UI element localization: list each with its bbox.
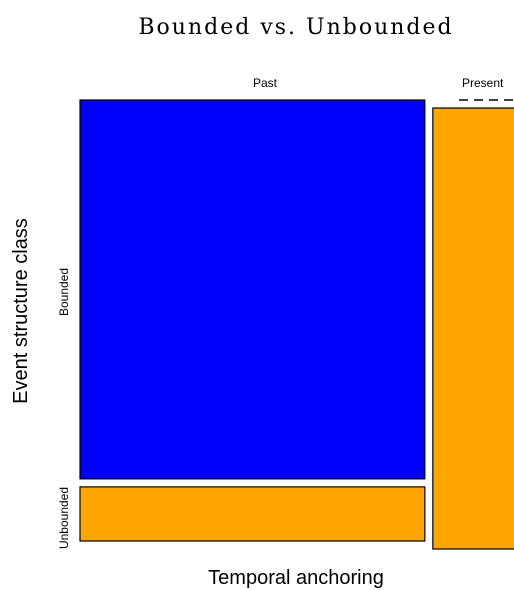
tile-past-bounded bbox=[79, 99, 426, 480]
x-axis-title: Temporal anchoring bbox=[208, 567, 384, 589]
chart-title: Bounded vs. Unbounded bbox=[138, 15, 453, 40]
x-tick-label-past: Past bbox=[253, 76, 278, 90]
tile-present-unbounded bbox=[432, 107, 514, 550]
mosaic-tiles bbox=[79, 99, 514, 550]
y-tick-label-unbounded: Unbounded bbox=[57, 487, 71, 549]
x-tick-label-present: Present bbox=[462, 76, 504, 90]
y-axis-title: Event structure class bbox=[10, 218, 32, 404]
tile-past-unbounded bbox=[79, 486, 426, 542]
y-tick-label-bounded: Bounded bbox=[57, 268, 71, 316]
